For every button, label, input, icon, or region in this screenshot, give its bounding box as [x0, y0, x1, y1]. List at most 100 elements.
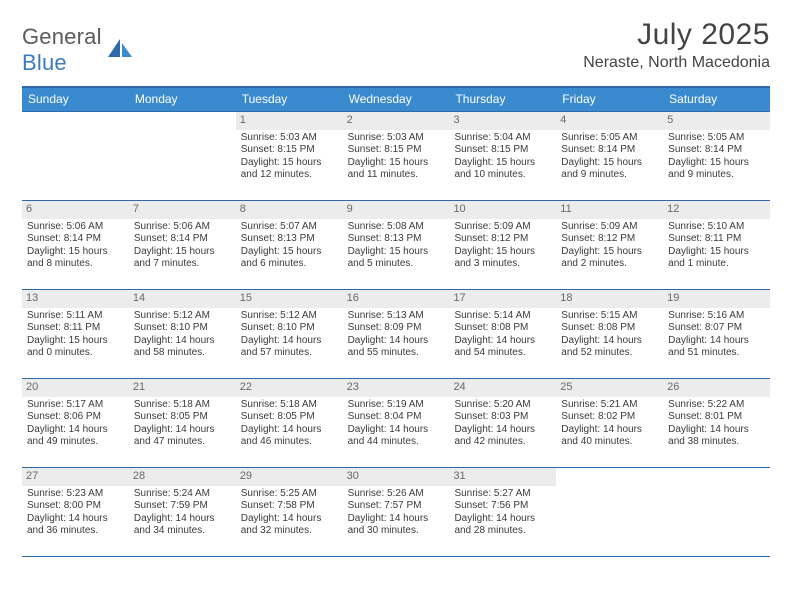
day-number: 13 [22, 290, 129, 308]
calendar: Sunday Monday Tuesday Wednesday Thursday… [22, 86, 770, 557]
sunrise-text: Sunrise: 5:21 AM [561, 399, 658, 412]
daylight-text: Daylight: 15 hours [27, 246, 124, 259]
daylight-text: Daylight: 15 hours [454, 157, 551, 170]
sunset-text: Sunset: 8:06 PM [27, 411, 124, 424]
day-cell: 29Sunrise: 5:25 AMSunset: 7:58 PMDayligh… [236, 468, 343, 556]
daylight-text: Daylight: 14 hours [454, 513, 551, 526]
sunrise-text: Sunrise: 5:26 AM [348, 488, 445, 501]
sunrise-text: Sunrise: 5:18 AM [134, 399, 231, 412]
logo-text-a: General [22, 24, 102, 49]
day-number: 15 [236, 290, 343, 308]
sunset-text: Sunset: 8:05 PM [241, 411, 338, 424]
day-cell: 22Sunrise: 5:18 AMSunset: 8:05 PMDayligh… [236, 379, 343, 467]
day-number: 27 [22, 468, 129, 486]
daylight-text: and 0 minutes. [27, 347, 124, 360]
daylight-text: Daylight: 15 hours [348, 246, 445, 259]
daylight-text: Daylight: 14 hours [134, 335, 231, 348]
daylight-text: Daylight: 14 hours [27, 513, 124, 526]
day-number: 8 [236, 201, 343, 219]
logo-text: General Blue [22, 24, 102, 76]
sunrise-text: Sunrise: 5:27 AM [454, 488, 551, 501]
day-cell: 28Sunrise: 5:24 AMSunset: 7:59 PMDayligh… [129, 468, 236, 556]
week-row: 6Sunrise: 5:06 AMSunset: 8:14 PMDaylight… [22, 200, 770, 289]
daylight-text: Daylight: 15 hours [134, 246, 231, 259]
sunset-text: Sunset: 8:11 PM [668, 233, 765, 246]
daylight-text: and 32 minutes. [241, 525, 338, 538]
day-number: 23 [343, 379, 450, 397]
sunset-text: Sunset: 8:10 PM [241, 322, 338, 335]
logo-text-b: Blue [22, 50, 67, 75]
day-number: 5 [663, 112, 770, 130]
sunset-text: Sunset: 8:00 PM [27, 500, 124, 513]
day-cell: 17Sunrise: 5:14 AMSunset: 8:08 PMDayligh… [449, 290, 556, 378]
weeks-container: 1Sunrise: 5:03 AMSunset: 8:15 PMDaylight… [22, 111, 770, 556]
sunrise-text: Sunrise: 5:19 AM [348, 399, 445, 412]
daylight-text: Daylight: 14 hours [348, 335, 445, 348]
sunrise-text: Sunrise: 5:17 AM [27, 399, 124, 412]
sunset-text: Sunset: 7:56 PM [454, 500, 551, 513]
sunrise-text: Sunrise: 5:11 AM [27, 310, 124, 323]
day-cell: 20Sunrise: 5:17 AMSunset: 8:06 PMDayligh… [22, 379, 129, 467]
week-row: 20Sunrise: 5:17 AMSunset: 8:06 PMDayligh… [22, 378, 770, 467]
sunrise-text: Sunrise: 5:22 AM [668, 399, 765, 412]
sunset-text: Sunset: 8:05 PM [134, 411, 231, 424]
sunset-text: Sunset: 8:08 PM [454, 322, 551, 335]
sunrise-text: Sunrise: 5:10 AM [668, 221, 765, 234]
sunset-text: Sunset: 8:01 PM [668, 411, 765, 424]
day-number: 18 [556, 290, 663, 308]
day-cell: 27Sunrise: 5:23 AMSunset: 8:00 PMDayligh… [22, 468, 129, 556]
logo-sail-icon [106, 35, 136, 66]
daylight-text: Daylight: 14 hours [454, 424, 551, 437]
sunrise-text: Sunrise: 5:03 AM [348, 132, 445, 145]
day-cell: 12Sunrise: 5:10 AMSunset: 8:11 PMDayligh… [663, 201, 770, 289]
daylight-text: and 9 minutes. [561, 169, 658, 182]
daylight-text: and 51 minutes. [668, 347, 765, 360]
daylight-text: and 49 minutes. [27, 436, 124, 449]
day-cell: 18Sunrise: 5:15 AMSunset: 8:08 PMDayligh… [556, 290, 663, 378]
sunset-text: Sunset: 8:09 PM [348, 322, 445, 335]
dow-tuesday: Tuesday [236, 88, 343, 111]
dow-wednesday: Wednesday [343, 88, 450, 111]
sunset-text: Sunset: 8:12 PM [454, 233, 551, 246]
sunset-text: Sunset: 8:14 PM [134, 233, 231, 246]
daylight-text: and 30 minutes. [348, 525, 445, 538]
day-number: 19 [663, 290, 770, 308]
sunrise-text: Sunrise: 5:16 AM [668, 310, 765, 323]
sunrise-text: Sunrise: 5:12 AM [241, 310, 338, 323]
daylight-text: Daylight: 15 hours [241, 246, 338, 259]
day-cell [129, 112, 236, 200]
sunrise-text: Sunrise: 5:05 AM [561, 132, 658, 145]
daylight-text: and 28 minutes. [454, 525, 551, 538]
sunrise-text: Sunrise: 5:06 AM [27, 221, 124, 234]
sunset-text: Sunset: 8:08 PM [561, 322, 658, 335]
daylight-text: and 2 minutes. [561, 258, 658, 271]
sunset-text: Sunset: 8:13 PM [241, 233, 338, 246]
day-number: 6 [22, 201, 129, 219]
day-cell: 14Sunrise: 5:12 AMSunset: 8:10 PMDayligh… [129, 290, 236, 378]
sunrise-text: Sunrise: 5:15 AM [561, 310, 658, 323]
day-number: 24 [449, 379, 556, 397]
daylight-text: and 42 minutes. [454, 436, 551, 449]
daylight-text: and 40 minutes. [561, 436, 658, 449]
day-cell: 5Sunrise: 5:05 AMSunset: 8:14 PMDaylight… [663, 112, 770, 200]
day-cell: 1Sunrise: 5:03 AMSunset: 8:15 PMDaylight… [236, 112, 343, 200]
day-cell: 6Sunrise: 5:06 AMSunset: 8:14 PMDaylight… [22, 201, 129, 289]
daylight-text: Daylight: 14 hours [134, 513, 231, 526]
sunset-text: Sunset: 8:15 PM [454, 144, 551, 157]
sunset-text: Sunset: 8:02 PM [561, 411, 658, 424]
sunset-text: Sunset: 7:59 PM [134, 500, 231, 513]
day-number: 28 [129, 468, 236, 486]
sunrise-text: Sunrise: 5:09 AM [561, 221, 658, 234]
dow-sunday: Sunday [22, 88, 129, 111]
day-number: 11 [556, 201, 663, 219]
sunrise-text: Sunrise: 5:07 AM [241, 221, 338, 234]
sunset-text: Sunset: 8:15 PM [241, 144, 338, 157]
daylight-text: and 7 minutes. [134, 258, 231, 271]
day-number: 16 [343, 290, 450, 308]
day-number: 10 [449, 201, 556, 219]
calendar-page: General Blue July 2025 Neraste, North Ma… [0, 0, 792, 612]
day-number: 4 [556, 112, 663, 130]
day-cell: 4Sunrise: 5:05 AMSunset: 8:14 PMDaylight… [556, 112, 663, 200]
week-row: 13Sunrise: 5:11 AMSunset: 8:11 PMDayligh… [22, 289, 770, 378]
day-number: 31 [449, 468, 556, 486]
